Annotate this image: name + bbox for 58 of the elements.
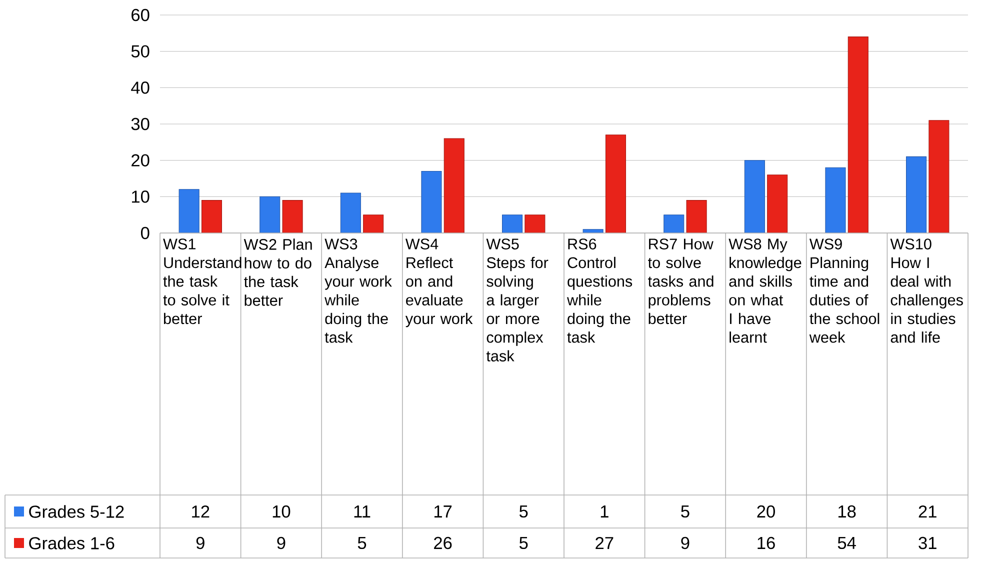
- data-label: 17: [434, 506, 452, 518]
- data-label: 5: [358, 536, 366, 550]
- data-label: 54: [838, 536, 856, 550]
- bar: [502, 214, 523, 233]
- y-tick-label: 50: [131, 45, 150, 58]
- data-label: 20: [757, 505, 775, 518]
- data-label: 1: [600, 506, 608, 518]
- bar: [767, 174, 788, 233]
- bar: [178, 189, 200, 233]
- bar: [928, 120, 950, 233]
- bar: [421, 170, 442, 233]
- data-label: 27: [596, 536, 614, 550]
- y-tick-label: 60: [132, 8, 150, 22]
- y-tick-label: 10: [132, 190, 150, 203]
- bar: [825, 167, 846, 233]
- x-tick-label: RS6 Control questions while doing the task: [566, 238, 632, 343]
- data-label: 11: [354, 506, 370, 518]
- bar: [524, 214, 546, 233]
- data-label: 9: [681, 536, 690, 550]
- legend-label: Grades 1-6: [29, 536, 114, 550]
- y-tick-label: 30: [131, 118, 150, 130]
- bar: [686, 200, 707, 233]
- x-tick-label: WS1 Understand the task to solve it better: [163, 238, 242, 324]
- x-tick-label: WS3 Analyse your work while doing the task: [324, 238, 392, 343]
- data-label: 5: [519, 536, 528, 550]
- data-label: 9: [196, 536, 204, 550]
- data-label: 5: [519, 505, 528, 518]
- legend-label: Grades 5-12: [29, 505, 124, 518]
- x-tick-label: WS8 My knowledge and skills on what I have learnt: [728, 238, 802, 343]
- y-tick-label: 20: [132, 154, 150, 166]
- data-label: 21: [918, 505, 936, 518]
- bar: [340, 192, 361, 233]
- x-tick-label: WS5 Steps for solving a larger or more complex task: [486, 238, 548, 362]
- data-label: 10: [272, 505, 290, 518]
- x-tick-label: RS7 How to solve tasks and problems better: [648, 238, 714, 324]
- bar: [444, 138, 464, 233]
- data-label: 9: [277, 536, 286, 550]
- bar: [201, 200, 222, 233]
- y-tick-label: 0: [140, 226, 150, 240]
- data-label: 5: [681, 505, 690, 518]
- data-label: 12: [192, 505, 210, 518]
- bar: [605, 134, 626, 233]
- x-tick-label: WS2 Plan how to do the task better: [244, 238, 312, 306]
- data-label: 26: [434, 536, 452, 550]
- data-label: 18: [838, 505, 856, 518]
- bar: [906, 156, 927, 233]
- bar: [363, 214, 384, 233]
- bar: [282, 200, 303, 233]
- bar: [260, 196, 280, 233]
- x-tick-label: WS10 How I deal with challenges in studies and life: [890, 238, 963, 343]
- x-tick-label: WS9 Planning time and duties of the school week: [809, 238, 880, 343]
- bar: [848, 36, 868, 233]
- data-label: 31: [918, 536, 936, 550]
- x-tick-label: WS4 Reflect on and evaluate your work: [405, 238, 473, 328]
- bar: [744, 160, 765, 233]
- data-label: 16: [758, 536, 775, 550]
- bar: [664, 214, 684, 233]
- y-tick-label: 40: [131, 82, 150, 94]
